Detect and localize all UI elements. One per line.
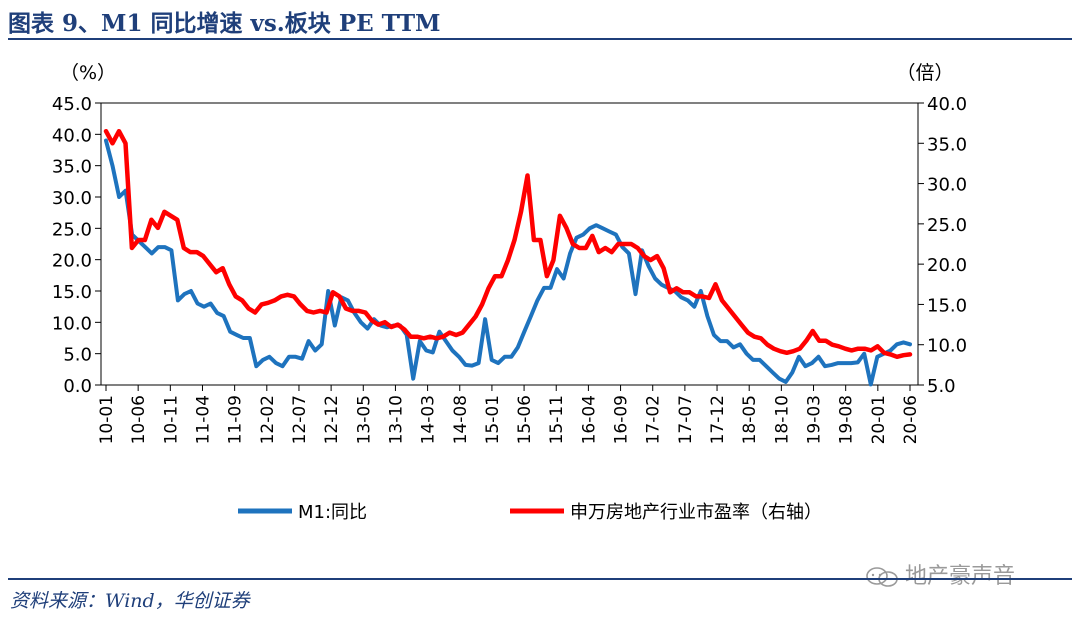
legend: M1:同比 申万房地产行业市盈率（右轴） [238, 502, 822, 523]
x-tick-label: 14-03 [419, 395, 439, 444]
right-tick-label: 35.0 [927, 134, 967, 155]
x-tick-label: 12-12 [322, 395, 342, 444]
watermark-text: 地产豪声音 [905, 564, 1016, 589]
x-tick-label: 17-07 [676, 395, 696, 444]
x-tick-label: 12-07 [290, 395, 310, 444]
header-rule [8, 38, 1072, 40]
left-tick-label: 5.0 [63, 345, 92, 366]
right-tick-label: 30.0 [927, 175, 967, 196]
left-tick-label: 45.0 [52, 94, 92, 115]
footer-rule [8, 578, 1072, 580]
left-tick-label: 0.0 [63, 376, 92, 397]
x-axis: 10-01 10-06 10-11 11-04 11-09 12-02 12-07 12-12… [97, 385, 921, 444]
legend-label-pe: 申万房地产行业市盈率（右轴） [570, 502, 822, 523]
x-tick-label: 16-04 [579, 395, 599, 444]
wechat-icon [866, 567, 898, 587]
x-tick-label: 17-02 [644, 395, 664, 444]
x-tick-label: 14-08 [451, 395, 471, 444]
right-tick-label: 20.0 [927, 255, 967, 276]
left-tick-label: 20.0 [52, 251, 92, 272]
plot-border [100, 102, 919, 386]
line-chart: 0.0 5.0 10.0 15.0 20.0 25.0 30.0 35.0 40.0 45.0 5… [52, 62, 967, 523]
x-tick-label: 18-05 [740, 395, 760, 444]
watermark: 地产豪声音 [865, 558, 1015, 590]
left-tick-label: 15.0 [52, 282, 92, 303]
series-line-pe [103, 128, 913, 360]
x-tick-label: 11-04 [193, 395, 213, 444]
x-tick-label: 12-02 [258, 395, 278, 444]
legend-label-m1: M1:同比 [298, 502, 367, 523]
left-tick-label: 30.0 [52, 188, 92, 209]
chart-title: 图表 9、M1 同比增速 vs.板块 PE TTM [8, 10, 441, 37]
x-tick-label: 15-01 [483, 395, 503, 444]
left-tick-label: 10.0 [52, 313, 92, 334]
right-axis-unit: （倍） [896, 62, 953, 84]
right-tick-label: 25.0 [927, 215, 967, 236]
x-tick-label: 13-10 [386, 395, 406, 444]
series-line-m1 [104, 138, 912, 387]
x-tick-label: 10-11 [161, 395, 181, 444]
x-tick-label: 13-05 [354, 395, 374, 444]
x-tick-label: 15-11 [547, 395, 567, 444]
x-tick-label: 20-06 [901, 395, 921, 444]
x-tick-label: 15-06 [515, 395, 535, 444]
x-tick-label: 19-08 [837, 395, 857, 444]
x-tick-label: 11-09 [226, 395, 246, 444]
left-tick-label: 25.0 [52, 219, 92, 240]
right-tick-label: 15.0 [927, 295, 967, 316]
x-tick-label: 17-12 [708, 395, 728, 444]
left-axis: 0.0 5.0 10.0 15.0 20.0 25.0 30.0 35.0 40.0 45.0 [52, 94, 101, 397]
x-tick-label: 16-09 [612, 395, 632, 444]
x-tick-label: 10-06 [129, 395, 149, 444]
x-tick-label: 19-03 [805, 395, 825, 444]
source-note: 资料来源：Wind，华创证券 [10, 590, 250, 612]
series-layer [103, 128, 913, 387]
left-tick-label: 40.0 [52, 125, 92, 146]
x-tick-label: 18-10 [772, 395, 792, 444]
right-tick-label: 5.0 [927, 376, 956, 397]
right-axis: 5.0 10.0 15.0 20.0 25.0 30.0 35.0 40.0 [918, 94, 967, 397]
right-tick-label: 40.0 [927, 94, 967, 115]
plot-area [100, 102, 919, 386]
left-axis-unit: （%） [60, 62, 116, 84]
right-tick-label: 10.0 [927, 336, 967, 357]
x-tick-label: 10-01 [97, 395, 117, 444]
x-tick-label: 20-01 [869, 395, 889, 444]
left-tick-label: 35.0 [52, 157, 92, 178]
